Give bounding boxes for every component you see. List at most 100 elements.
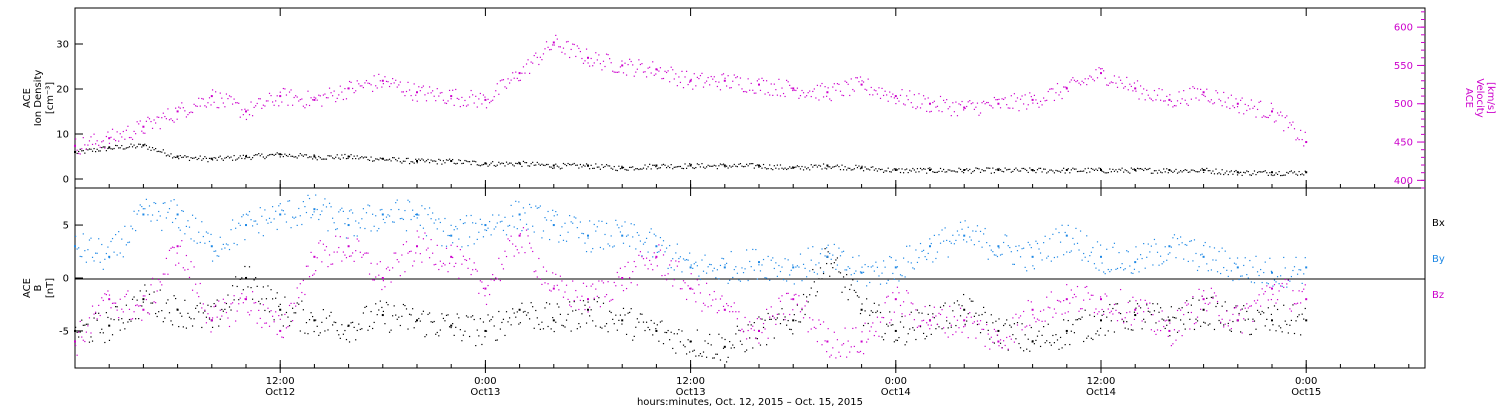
data-point	[953, 243, 955, 245]
data-point	[705, 282, 708, 284]
data-point	[392, 315, 394, 317]
data-point	[301, 291, 303, 294]
data-point	[809, 169, 811, 171]
data-point	[495, 165, 497, 167]
data-point	[522, 160, 525, 163]
data-point	[1292, 121, 1294, 123]
data-point	[1056, 299, 1059, 302]
data-point	[179, 229, 181, 231]
data-point	[778, 168, 780, 170]
data-point	[150, 284, 152, 286]
data-point	[710, 305, 712, 307]
series-Bx-points	[74, 248, 1308, 363]
data-point	[753, 329, 755, 331]
data-point	[110, 136, 112, 138]
data-point	[1043, 309, 1045, 311]
data-point	[1079, 170, 1082, 172]
data-point	[1135, 90, 1137, 92]
data-point	[1260, 305, 1262, 307]
data-point	[207, 304, 209, 306]
data-point	[662, 254, 665, 256]
data-point	[893, 311, 895, 313]
data-point	[1134, 169, 1137, 171]
data-point	[1292, 172, 1294, 174]
data-point	[1004, 167, 1006, 169]
data-point	[539, 56, 541, 58]
data-point	[442, 317, 445, 320]
data-point	[561, 51, 563, 53]
data-point	[716, 353, 718, 355]
data-point	[210, 245, 213, 248]
data-point	[1064, 344, 1066, 346]
data-point	[393, 82, 395, 84]
data-point	[1032, 265, 1034, 267]
data-point	[1172, 237, 1174, 239]
data-point	[926, 110, 928, 112]
data-point	[818, 319, 820, 321]
data-point	[244, 108, 246, 110]
data-point	[144, 132, 146, 134]
data-point	[963, 109, 965, 111]
data-point	[709, 294, 711, 296]
data-point	[1176, 238, 1179, 240]
data-point	[161, 117, 163, 119]
data-point	[276, 292, 278, 294]
data-point	[915, 309, 917, 311]
data-point	[1058, 231, 1060, 234]
data-point	[219, 309, 221, 311]
data-point	[1238, 278, 1240, 281]
data-point	[915, 249, 917, 251]
data-point	[1113, 170, 1116, 172]
data-point	[290, 320, 292, 323]
data-point	[1039, 167, 1042, 169]
data-point	[361, 328, 363, 330]
data-point	[288, 304, 291, 307]
data-point	[147, 116, 149, 118]
data-point	[1132, 168, 1134, 171]
data-point	[1075, 319, 1077, 321]
data-point	[819, 323, 822, 325]
data-point	[906, 245, 908, 247]
y-left-tick-label: 0	[63, 274, 69, 285]
data-point	[542, 53, 545, 55]
data-point	[550, 328, 552, 330]
data-point	[616, 224, 618, 226]
data-point	[781, 167, 783, 169]
data-point	[624, 314, 626, 316]
data-point	[87, 323, 89, 325]
data-point	[596, 226, 598, 228]
data-point	[610, 299, 612, 301]
data-point	[544, 282, 546, 284]
data-point	[462, 334, 465, 336]
data-point	[1036, 242, 1039, 245]
data-point	[1289, 170, 1291, 173]
data-point	[659, 249, 662, 251]
data-point	[958, 304, 960, 306]
data-point	[875, 330, 877, 333]
data-point	[1147, 310, 1149, 312]
data-point	[381, 306, 383, 309]
data-point	[1126, 76, 1128, 79]
data-point	[667, 267, 669, 270]
data-point	[141, 146, 143, 148]
data-point	[502, 162, 505, 165]
data-point	[304, 154, 306, 156]
data-point	[1207, 324, 1209, 326]
data-point	[482, 321, 485, 323]
data-point	[364, 306, 366, 309]
data-point	[270, 94, 272, 97]
data-point	[875, 311, 877, 314]
data-point	[756, 80, 758, 82]
data-point	[276, 333, 278, 336]
data-point	[1229, 329, 1231, 331]
data-point	[322, 158, 324, 160]
data-point	[839, 168, 842, 171]
data-point	[1047, 90, 1049, 93]
data-point	[255, 277, 257, 279]
data-point	[516, 162, 518, 165]
data-point	[188, 159, 191, 162]
data-point	[1009, 246, 1011, 249]
data-point	[276, 152, 278, 154]
data-point	[1218, 319, 1220, 322]
data-point	[1009, 168, 1011, 170]
